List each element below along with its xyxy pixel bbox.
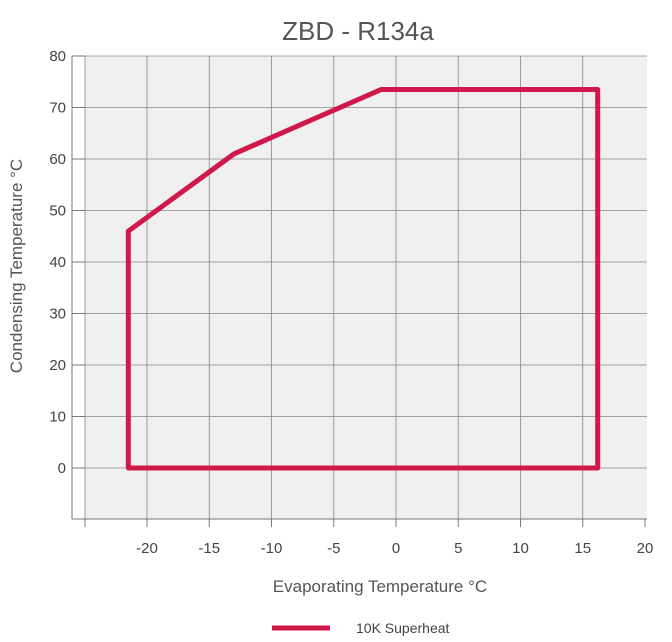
y-tick-label: 40 bbox=[49, 254, 66, 271]
y-axis-label: Condensing Temperature °C bbox=[7, 159, 26, 373]
x-tick-label: -10 bbox=[261, 540, 283, 557]
y-tick-label: 20 bbox=[49, 357, 66, 374]
x-tick-label: -20 bbox=[136, 540, 158, 557]
x-tick-label: -15 bbox=[198, 540, 220, 557]
x-tick-label: 10 bbox=[512, 540, 529, 557]
y-tick-label: 30 bbox=[49, 306, 66, 323]
x-axis-label: Evaporating Temperature °C bbox=[273, 577, 487, 596]
x-tick-label: 5 bbox=[454, 540, 462, 557]
chart-title: ZBD - R134a bbox=[282, 16, 434, 46]
y-ticks: 0 10 20 30 40 50 60 70 80 bbox=[49, 48, 85, 520]
legend: 10K Superheat bbox=[272, 620, 450, 636]
x-tick-label: -5 bbox=[327, 540, 340, 557]
grid bbox=[72, 55, 647, 520]
y-tick-label: 60 bbox=[49, 151, 66, 168]
legend-label: 10K Superheat bbox=[356, 620, 450, 636]
x-ticks: -20 -15 -10 -5 0 5 10 15 20 bbox=[84, 519, 654, 557]
series-layer bbox=[125, 87, 601, 471]
y-tick-label: 80 bbox=[49, 48, 66, 65]
axes bbox=[71, 56, 647, 520]
y-tick-label: 10 bbox=[49, 409, 66, 426]
y-tick-label: 50 bbox=[49, 203, 66, 220]
y-tick-label: 70 bbox=[49, 100, 66, 117]
series-envelope-line bbox=[125, 87, 601, 471]
y-tick-label: 0 bbox=[58, 460, 66, 477]
plot-area bbox=[85, 56, 647, 519]
x-tick-label: 20 bbox=[637, 540, 654, 557]
x-tick-label: 15 bbox=[574, 540, 591, 557]
x-tick-label: 0 bbox=[392, 540, 400, 557]
